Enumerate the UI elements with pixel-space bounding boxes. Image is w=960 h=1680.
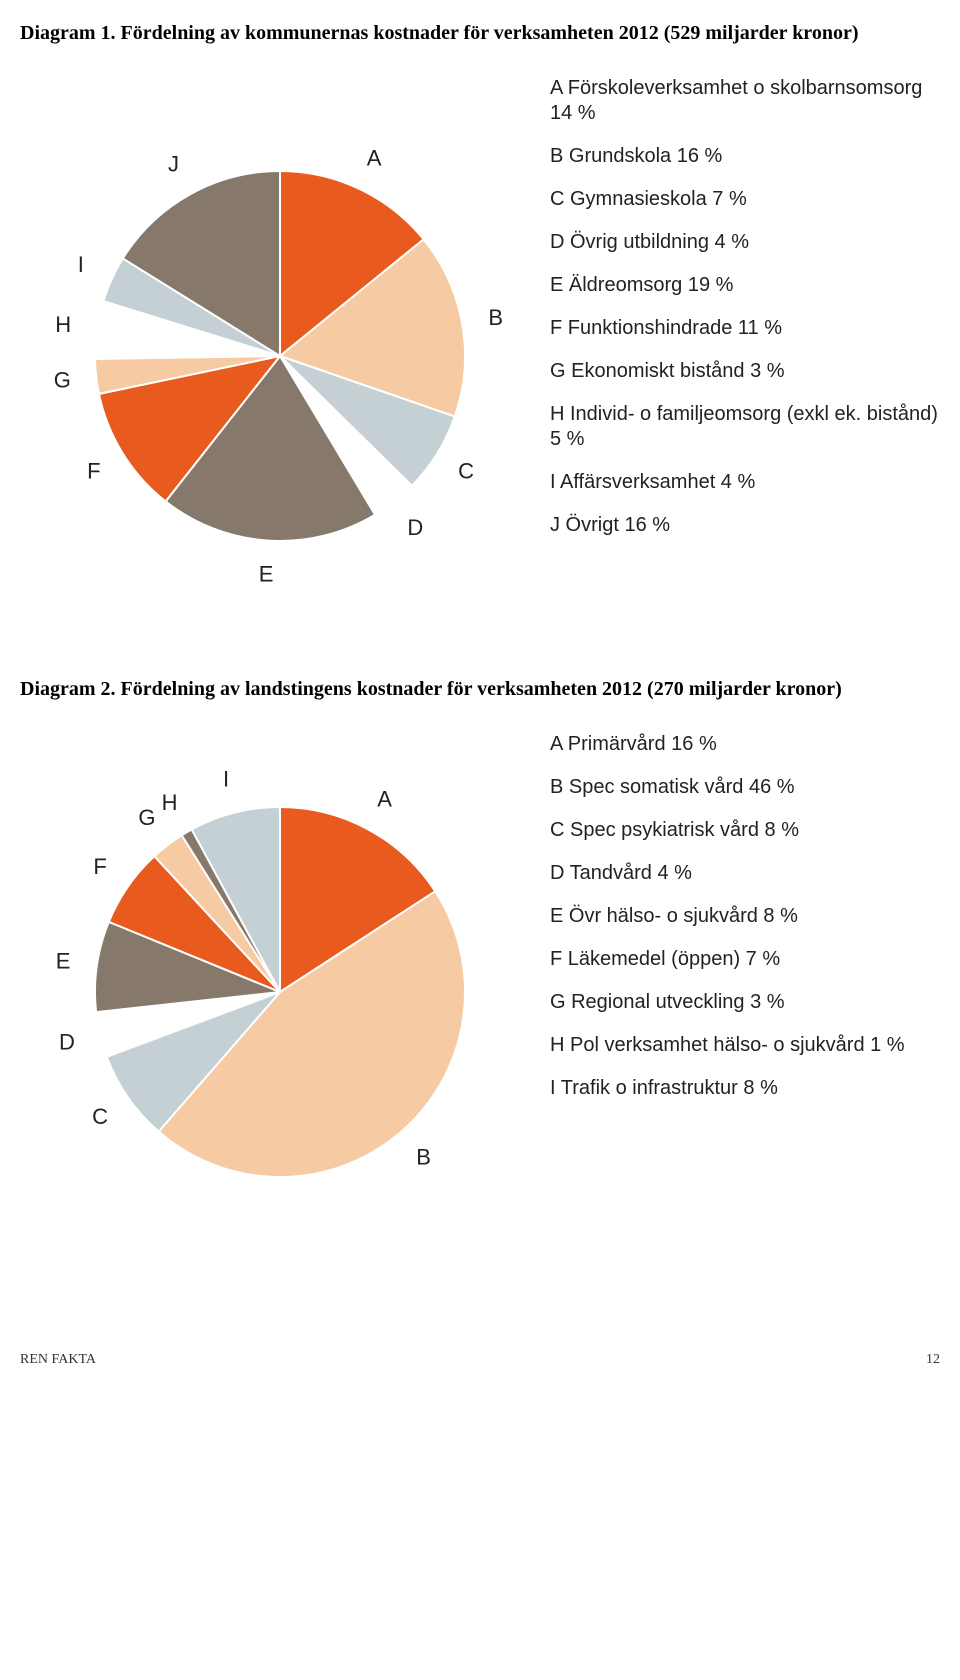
footer-right: 12 xyxy=(926,1352,940,1368)
chart-2-title: Diagram 2. Fördelning av landstingens ko… xyxy=(20,676,940,702)
legend-item-g: G Regional utveckling 3 % xyxy=(550,990,940,1015)
legend-item-b: B Grundskola 16 % xyxy=(550,144,940,169)
chart-1-legend: A Förskoleverksamhet o skolbarnsomsorg 1… xyxy=(540,56,940,556)
pie-label-h: H xyxy=(162,790,178,815)
pie-label-e: E xyxy=(259,562,274,587)
chart-1-row: A B C D E F G H I J A Förskoleverksamhet o skolba… xyxy=(20,56,940,616)
chart-2-legend: A Primärvård 16 % B Spec somatisk vård 46… xyxy=(540,712,940,1119)
pie-label-a: A xyxy=(377,787,392,812)
pie-label-i: I xyxy=(223,767,229,792)
legend-item-j: J Övrigt 16 % xyxy=(550,513,940,538)
pie-label-i: I xyxy=(78,252,84,277)
legend-item-h: H Individ- o familjeomsorg (exkl ek. bis… xyxy=(550,402,940,452)
legend-item-b: B Spec somatisk vård 46 % xyxy=(550,775,940,800)
legend-item-c: C Gymnasieskola 7 % xyxy=(550,187,940,212)
pie-label-g: G xyxy=(138,805,155,830)
pie-label-c: C xyxy=(92,1104,108,1129)
legend-item-i: I Trafik o infrastruktur 8 % xyxy=(550,1076,940,1101)
footer-left: REN FAKTA xyxy=(20,1352,96,1368)
pie-label-j: J xyxy=(168,152,179,177)
chart-1-pie-holder: A B C D E F G H I J xyxy=(20,56,540,616)
legend-item-f: F Läkemedel (öppen) 7 % xyxy=(550,947,940,972)
legend-item-d: D Övrig utbildning 4 % xyxy=(550,230,940,255)
pie-label-f: F xyxy=(87,458,100,483)
pie-label-d: D xyxy=(59,1030,75,1055)
legend-item-c: C Spec psykiatrisk vård 8 % xyxy=(550,818,940,843)
chart-2-row: A B C D E F GH I A Primärvård 16 % B Spec somati… xyxy=(20,712,940,1272)
pie-label-d: D xyxy=(407,515,423,540)
pie-label-f: F xyxy=(93,854,106,879)
pie-label-e: E xyxy=(56,948,71,973)
legend-item-e: E Äldreomsorg 19 % xyxy=(550,273,940,298)
pie-label-b: B xyxy=(416,1144,431,1169)
pie-label-c: C xyxy=(458,458,474,483)
legend-item-e: E Övr hälso- o sjukvård 8 % xyxy=(550,904,940,929)
chart-2-pie-holder: A B C D E F GH I xyxy=(20,712,540,1272)
legend-item-g: G Ekonomiskt bistånd 3 % xyxy=(550,359,940,384)
legend-item-a: A Förskoleverksamhet o skolbarnsomsorg 1… xyxy=(550,76,940,126)
pie-label-h: H xyxy=(55,312,71,337)
page-footer: REN FAKTA 12 xyxy=(20,1352,940,1368)
chart-2: Diagram 2. Fördelning av landstingens ko… xyxy=(20,676,940,1272)
pie-label-g: G xyxy=(54,367,71,392)
legend-item-a: A Primärvård 16 % xyxy=(550,732,940,757)
legend-item-d: D Tandvård 4 % xyxy=(550,861,940,886)
pie-label-a: A xyxy=(367,145,382,170)
legend-item-f: F Funktionshindrade 11 % xyxy=(550,316,940,341)
chart-1-title: Diagram 1. Fördelning av kommunernas kos… xyxy=(20,20,940,46)
chart-2-svg: A B C D E F GH I xyxy=(20,712,540,1272)
legend-item-h: H Pol verksamhet hälso- o sjukvård 1 % xyxy=(550,1033,940,1058)
pie-label-b: B xyxy=(488,305,503,330)
chart-1-svg: A B C D E F G H I J xyxy=(20,56,540,616)
chart-1: Diagram 1. Fördelning av kommunernas kos… xyxy=(20,20,940,616)
legend-item-i: I Affärsverksamhet 4 % xyxy=(550,470,940,495)
